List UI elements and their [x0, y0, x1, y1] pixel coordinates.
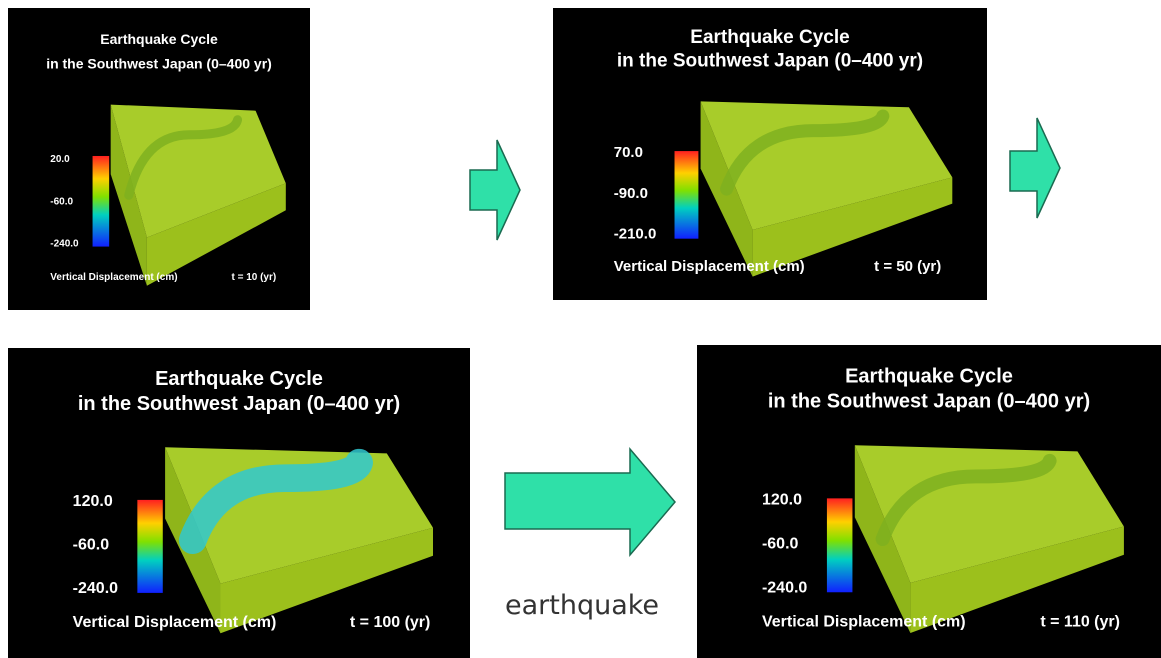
panel: Earthquake Cycle in the Southwest Japan (…: [8, 348, 470, 658]
axis-label: Vertical Displacement (cm): [614, 258, 805, 275]
axis-label: Vertical Displacement (cm): [73, 614, 277, 631]
time-label: t = 10 (yr): [231, 272, 276, 283]
panel: Earthquake Cycle in the Southwest Japan (…: [8, 8, 310, 310]
colorbar: [137, 500, 162, 593]
colorbar-label: 70.0: [614, 144, 643, 161]
panel: Earthquake Cycle in the Southwest Japan (…: [697, 345, 1161, 658]
colorbar-label: -240.0: [50, 239, 79, 250]
colorbar-label: 20.0: [50, 154, 70, 165]
axis-label: Vertical Displacement (cm): [50, 272, 177, 283]
axis-label: Vertical Displacement (cm): [762, 614, 966, 631]
title: Earthquake Cycle: [155, 368, 323, 390]
time-label: t = 110 (yr): [1040, 614, 1120, 631]
colorbar-label: -210.0: [614, 226, 657, 243]
time-label: t = 100 (yr): [350, 614, 430, 631]
title: in the Southwest Japan (0–400 yr): [46, 55, 272, 71]
title: in the Southwest Japan (0–400 yr): [617, 50, 923, 71]
title: Earthquake Cycle: [100, 31, 218, 47]
caption: earthquake: [505, 590, 659, 621]
colorbar-label: -60.0: [50, 196, 73, 207]
arrow: [500, 445, 680, 560]
colorbar: [675, 151, 699, 239]
time-label: t = 50 (yr): [874, 258, 941, 275]
colorbar-label: -240.0: [762, 579, 807, 596]
figure: Earthquake Cyclein the Southwest Japan (…: [0, 0, 1161, 658]
title: Earthquake Cycle: [690, 27, 849, 48]
arrow: [1005, 113, 1065, 225]
title: Earthquake Cycle: [845, 366, 1013, 388]
colorbar: [827, 498, 853, 592]
colorbar-label: -240.0: [73, 580, 118, 597]
colorbar-label: -60.0: [73, 537, 110, 554]
arrow: [465, 135, 525, 245]
colorbar-label: 120.0: [73, 493, 113, 510]
title: in the Southwest Japan (0–400 yr): [78, 393, 400, 415]
colorbar-label: -90.0: [614, 185, 648, 202]
colorbar-label: -60.0: [762, 535, 799, 552]
colorbar-label: 120.0: [762, 492, 802, 509]
colorbar: [93, 156, 110, 247]
title: in the Southwest Japan (0–400 yr): [768, 391, 1090, 413]
